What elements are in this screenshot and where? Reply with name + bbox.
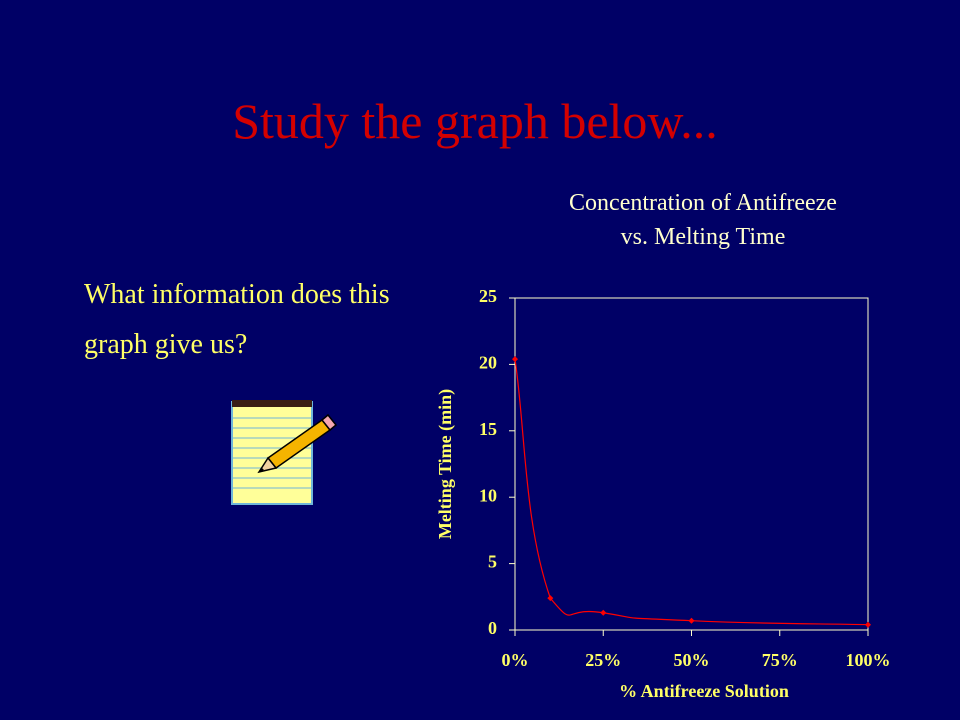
- y-tick-label: 15: [479, 419, 497, 439]
- data-point: [600, 609, 607, 616]
- y-tick-label: 10: [479, 485, 497, 505]
- data-line: [514, 359, 869, 626]
- plot-area: [514, 297, 869, 631]
- data-point: [547, 595, 554, 602]
- x-tick-label: 100%: [846, 650, 891, 670]
- data-point: [688, 617, 695, 624]
- y-tick-label: 20: [479, 353, 497, 373]
- x-tick-label: 75%: [762, 650, 798, 670]
- slide-title: Study the graph below...: [232, 93, 718, 149]
- x-tick-label: 25%: [585, 650, 621, 670]
- y-tick-label: 25: [479, 286, 497, 306]
- y-tick-label: 5: [488, 552, 497, 572]
- x-axis-label: % Antifreeze Solution: [619, 681, 789, 701]
- y-axis-label: Melting Time (min): [435, 389, 456, 539]
- question-text: What information does this graph give us…: [84, 279, 390, 360]
- data-point: [865, 621, 871, 628]
- notepad-icon: [231, 400, 338, 505]
- x-tick-label: 50%: [674, 650, 710, 670]
- data-point: [512, 356, 518, 363]
- y-tick-label: 0: [488, 618, 497, 638]
- chart-title: Concentration of Antifreeze vs. Melting …: [569, 190, 837, 250]
- x-tick-label: 0%: [502, 650, 529, 670]
